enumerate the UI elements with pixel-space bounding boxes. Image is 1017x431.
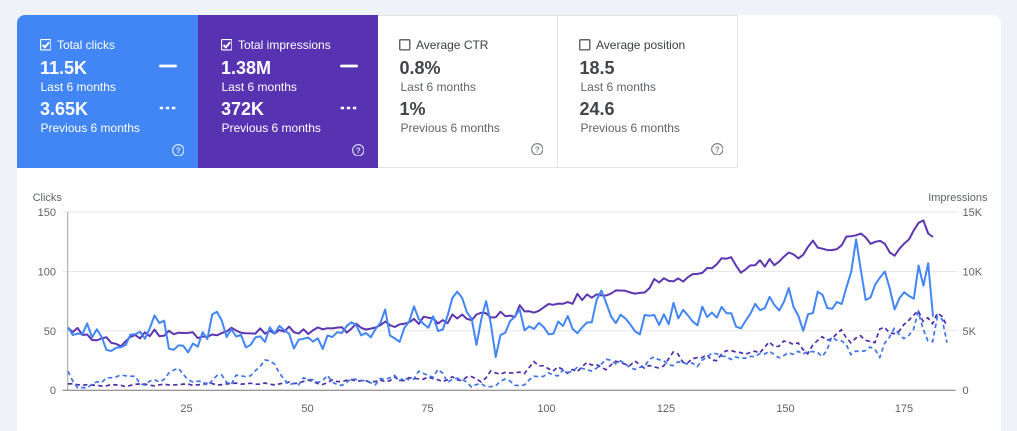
svg-text:?: ? xyxy=(715,145,720,154)
svg-text:5K: 5K xyxy=(963,326,977,338)
svg-text:150: 150 xyxy=(38,207,56,219)
svg-text:175: 175 xyxy=(895,403,913,415)
svg-text:0: 0 xyxy=(963,385,969,397)
svg-text:15K: 15K xyxy=(963,207,983,219)
svg-text:150: 150 xyxy=(776,403,794,415)
svg-text:Impressions: Impressions xyxy=(928,192,988,204)
svg-text:?: ? xyxy=(535,145,540,154)
svg-text:100: 100 xyxy=(38,267,56,279)
svg-text:25: 25 xyxy=(180,403,192,415)
svg-text:100: 100 xyxy=(537,403,555,415)
svg-text:50: 50 xyxy=(301,403,313,415)
svg-text:?: ? xyxy=(176,146,181,155)
svg-text:Clicks: Clicks xyxy=(33,192,63,204)
svg-text:125: 125 xyxy=(657,403,675,415)
svg-text:0: 0 xyxy=(50,385,56,397)
svg-text:75: 75 xyxy=(421,403,433,415)
svg-text:10K: 10K xyxy=(963,267,983,279)
svg-text:50: 50 xyxy=(44,326,56,338)
svg-text:?: ? xyxy=(356,146,361,155)
